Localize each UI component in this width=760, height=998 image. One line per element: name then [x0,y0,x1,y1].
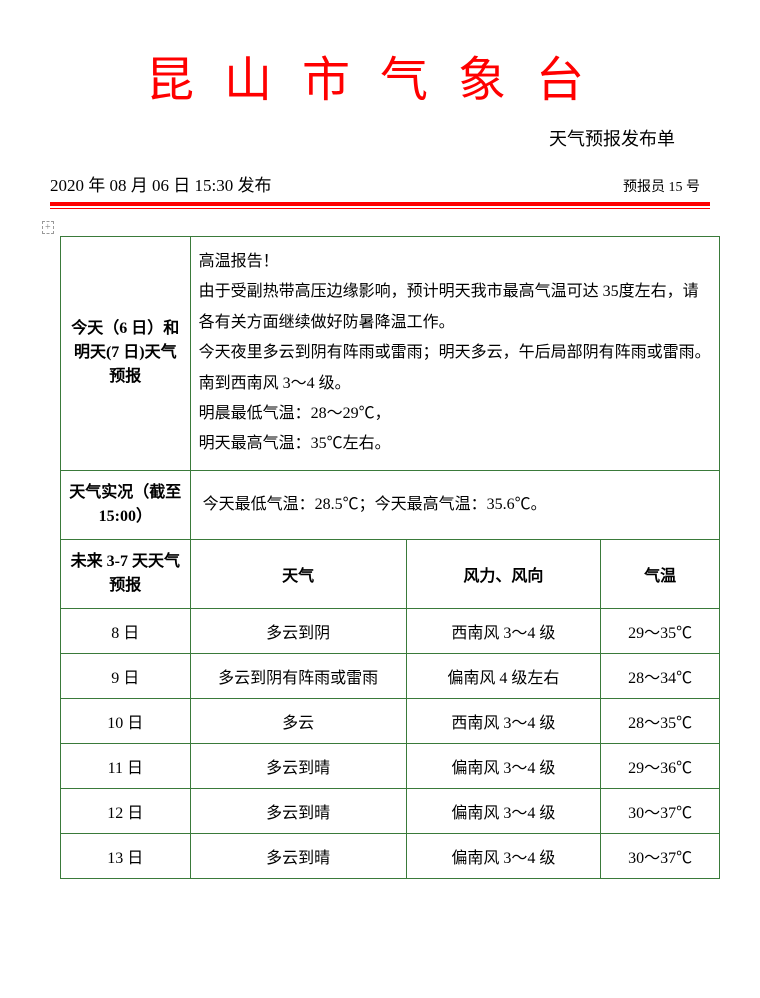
table-row: 12 日 多云到晴 偏南风 3～4 级 30～37℃ [61,788,720,833]
observation-label-cell: 天气实况（截至 15:00） [61,470,191,539]
cell-wind: 偏南风 4 级左右 [406,653,600,698]
forecast-text-cell: 高温报告！ 由于受副热带高压边缘影响，预计明天我市最高气温可达 35度左右，请各… [190,237,719,471]
cell-date: 10 日 [61,698,191,743]
table-row: 13 日 多云到晴 偏南风 3～4 级 30～37℃ [61,833,720,878]
cell-temp: 29～35℃ [601,608,720,653]
cell-weather: 多云到晴 [190,788,406,833]
divider-thick [50,202,710,206]
anchor-icon: + [42,221,54,234]
cell-weather: 多云到晴 [190,743,406,788]
table-row: 9 日 多云到阴有阵雨或雷雨 偏南风 4 级左右 28～34℃ [61,653,720,698]
cell-wind: 偏南风 3～4 级 [406,743,600,788]
cell-date: 8 日 [61,608,191,653]
forecast-row: 今天（6 日）和明天(7 日)天气预报 高温报告！ 由于受副热带高压边缘影响，预… [61,237,720,471]
weather-table: 今天（6 日）和明天(7 日)天气预报 高温报告！ 由于受副热带高压边缘影响，预… [60,236,720,879]
forecast-label-cell: 今天（6 日）和明天(7 日)天气预报 [61,237,191,471]
forecast-line: 南到西南风 3～4 级。 [199,369,711,399]
cell-temp: 30～37℃ [601,788,720,833]
cell-temp: 29～36℃ [601,743,720,788]
col-header-wind: 风力、风向 [406,539,600,608]
cell-weather: 多云 [190,698,406,743]
cell-temp: 28～34℃ [601,653,720,698]
cell-wind: 偏南风 3～4 级 [406,788,600,833]
cell-date: 13 日 [61,833,191,878]
col-header-weather: 天气 [190,539,406,608]
cell-wind: 西南风 3～4 级 [406,608,600,653]
table-row: 10 日 多云 西南风 3～4 级 28～35℃ [61,698,720,743]
cell-date: 9 日 [61,653,191,698]
forecast-line: 明晨最低气温：28～29℃， [199,399,711,429]
divider-thin [50,208,710,209]
observation-row: 天气实况（截至 15:00） 今天最低气温：28.5℃；今天最高气温：35.6℃… [61,470,720,539]
cell-wind: 西南风 3～4 级 [406,698,600,743]
cell-weather: 多云到阴 [190,608,406,653]
observation-text-cell: 今天最低气温：28.5℃；今天最高气温：35.6℃。 [190,470,719,539]
table-row: 8 日 多云到阴 西南风 3～4 级 29～35℃ [61,608,720,653]
meta-row: 2020 年 08 月 06 日 15:30 发布 预报员 15 号 [50,171,710,196]
extended-header-row: 未来 3-7 天天气预报 天气 风力、风向 气温 [61,539,720,608]
forecaster-label: 预报员 15 号 [623,176,700,196]
cell-temp: 30～37℃ [601,833,720,878]
table-row: 11 日 多云到晴 偏南风 3～4 级 29～36℃ [61,743,720,788]
cell-wind: 偏南风 3～4 级 [406,833,600,878]
page-title: 昆山市气象台 [50,40,710,110]
cell-temp: 28～35℃ [601,698,720,743]
cell-date: 11 日 [61,743,191,788]
forecast-line: 高温报告！ [199,247,711,277]
cell-weather: 多云到阴有阵雨或雷雨 [190,653,406,698]
forecast-line: 明天最高气温：35℃左右。 [199,429,711,459]
col-header-temp: 气温 [601,539,720,608]
forecast-line: 今天夜里多云到阴有阵雨或雷雨；明天多云，午后局部阴有阵雨或雷雨。 [199,338,711,368]
cell-weather: 多云到晴 [190,833,406,878]
issue-time: 2020 年 08 月 06 日 15:30 发布 [50,171,271,196]
cell-date: 12 日 [61,788,191,833]
forecast-line: 由于受副热带高压边缘影响，预计明天我市最高气温可达 35度左右，请各有关方面继续… [199,277,711,338]
subtitle: 天气预报发布单 [50,125,675,151]
extended-label-cell: 未来 3-7 天天气预报 [61,539,191,608]
